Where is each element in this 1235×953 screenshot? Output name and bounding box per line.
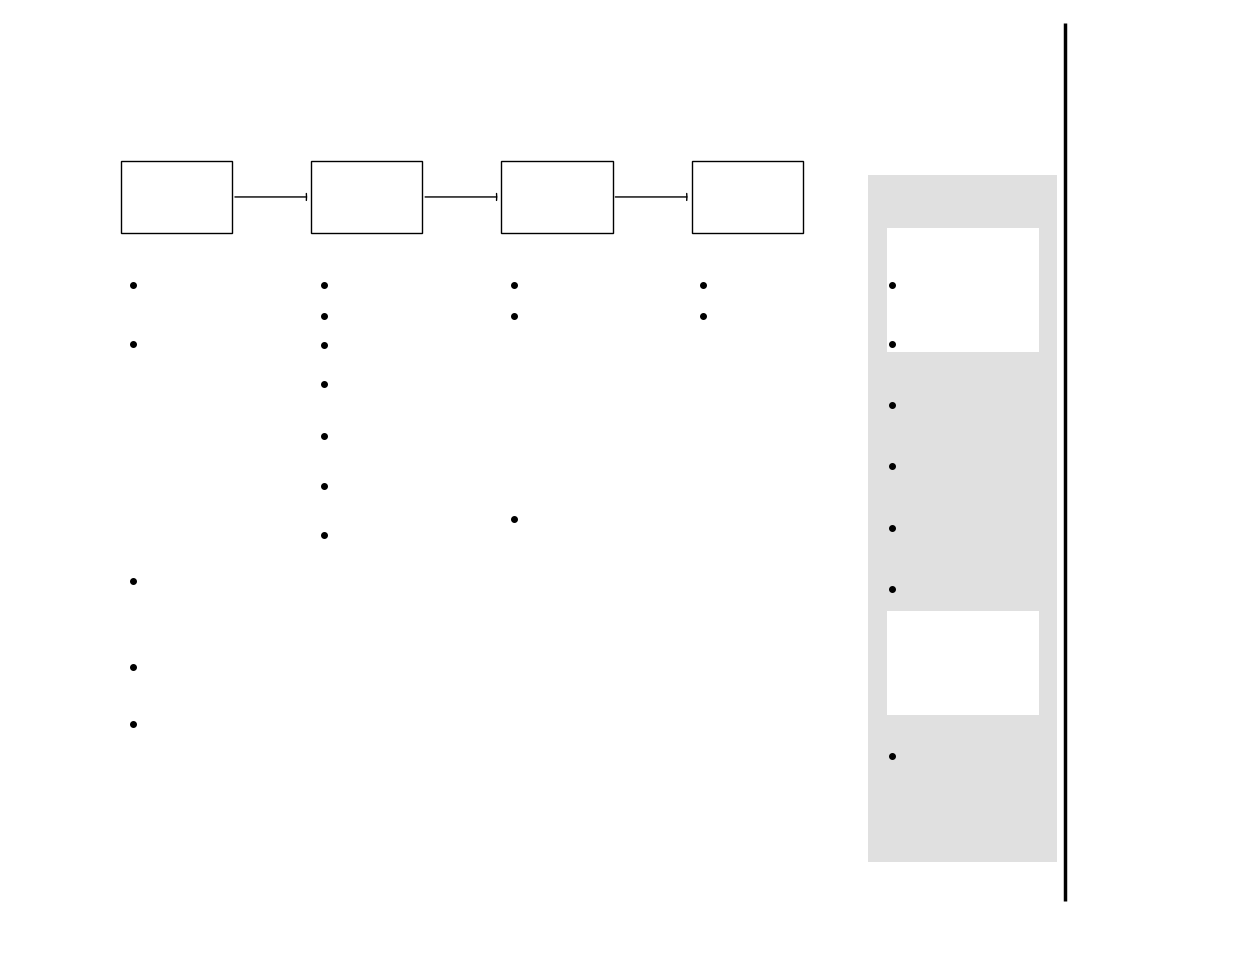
Bar xyxy=(868,176,1057,862)
Bar xyxy=(501,162,613,233)
Bar xyxy=(692,162,803,233)
Bar xyxy=(887,612,1039,715)
Bar xyxy=(887,229,1039,353)
Bar xyxy=(121,162,232,233)
Bar xyxy=(311,162,422,233)
